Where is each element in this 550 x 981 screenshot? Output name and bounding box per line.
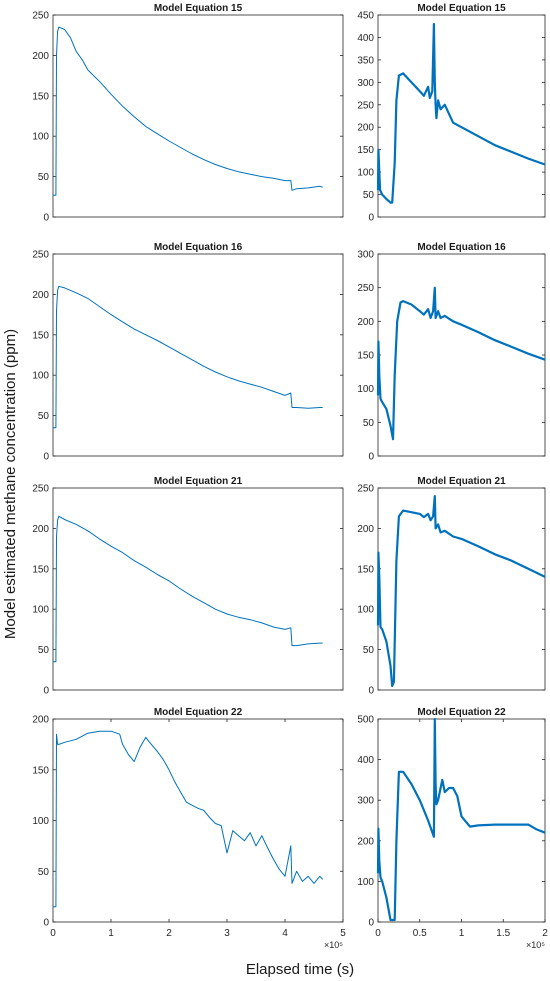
plot-frame (378, 15, 545, 217)
plot-frame (53, 719, 343, 922)
y-tick-label: 400 (357, 33, 374, 44)
panel-7: Model Equation 22 0 50 100 150 200 0 1 2 3 4 5×10⁵ (32, 707, 346, 950)
y-tick-label: 100 (357, 168, 374, 179)
y-tick-label: 450 (357, 11, 374, 22)
y-tick-label: 0 (43, 918, 49, 929)
y-tick-label: 250 (32, 11, 49, 22)
y-tick-label: 50 (38, 172, 50, 183)
y-tick-label: 200 (357, 836, 374, 847)
y-tick-label: 100 (357, 605, 374, 616)
y-tick-label: 250 (32, 484, 49, 495)
y-tick-label: 100 (32, 132, 49, 143)
chart-title: Model Equation 22 (154, 707, 243, 718)
x-exponent-label: ×10⁵ (526, 940, 545, 950)
y-tick-label: 0 (368, 686, 374, 697)
plot-frame (378, 254, 545, 456)
y-tick-label: 0 (368, 918, 374, 929)
x-tick-label: 4 (282, 928, 288, 939)
x-tick-label: 0 (50, 928, 56, 939)
y-tick-label: 50 (38, 867, 50, 878)
panel-3: Model Equation 16 0 50 100 150 200 250 (32, 242, 343, 463)
y-tick-label: 200 (357, 524, 374, 535)
y-tick-label: 200 (32, 524, 49, 535)
chart-title: Model Equation 22 (417, 707, 506, 718)
y-tick-label: 150 (32, 330, 49, 341)
y-tick-label: 150 (32, 564, 49, 575)
panel-1: Model Equation 15 0 50 100 150 200 250 (32, 3, 343, 224)
x-tick-label: 1 (459, 928, 465, 939)
y-tick-label: 100 (357, 877, 374, 888)
y-tick-label: 300 (357, 78, 374, 89)
y-tick-label: 150 (357, 145, 374, 156)
y-tick-label: 200 (32, 715, 49, 726)
chart-title: Model Equation 15 (417, 3, 506, 14)
y-tick-label: 250 (357, 484, 374, 495)
y-tick-label: 400 (357, 755, 374, 766)
y-tick-label: 200 (32, 51, 49, 62)
y-tick-label: 500 (357, 715, 374, 726)
panel-6: Model Equation 21 0 50 100 150 200 250 (357, 476, 545, 697)
y-tick-label: 150 (357, 351, 374, 362)
y-tick-label: 100 (32, 605, 49, 616)
x-tick-label: 0 (375, 928, 381, 939)
y-tick-label: 300 (357, 250, 374, 261)
y-tick-label: 150 (357, 564, 374, 575)
x-tick-label: 3 (224, 928, 230, 939)
plot-frame (53, 254, 343, 456)
plot-frame (53, 15, 343, 217)
y-tick-label: 50 (363, 190, 375, 201)
x-axis-label: Elapsed time (s) (246, 961, 354, 978)
y-tick-label: 100 (32, 816, 49, 827)
plot-frame (53, 488, 343, 690)
y-tick-label: 300 (357, 796, 374, 807)
x-tick-label: 5 (340, 928, 346, 939)
chart-title: Model Equation 21 (154, 476, 243, 487)
y-tick-label: 250 (32, 250, 49, 261)
y-tick-label: 250 (357, 283, 374, 294)
y-tick-label: 200 (357, 123, 374, 134)
y-tick-label: 150 (32, 91, 49, 102)
y-tick-label: 0 (43, 452, 49, 463)
y-tick-label: 100 (357, 384, 374, 395)
plot-frame (378, 488, 545, 690)
y-tick-label: 0 (368, 213, 374, 224)
y-tick-label: 50 (38, 645, 50, 656)
y-tick-label: 0 (368, 452, 374, 463)
y-tick-label: 50 (38, 411, 50, 422)
panel-8: Model Equation 22 0 100 200 300 400 500 0 0.5 1 1.… (357, 707, 548, 950)
x-exponent-label: ×10⁵ (324, 940, 343, 950)
x-tick-label: 1 (108, 928, 114, 939)
y-tick-label: 50 (363, 645, 375, 656)
panel-2: Model Equation 15 0 50 100 150 200 250 300 350 40… (357, 3, 545, 224)
y-tick-label: 50 (363, 418, 375, 429)
y-tick-label: 0 (43, 686, 49, 697)
plot-frame (378, 719, 545, 922)
y-tick-label: 200 (357, 317, 374, 328)
x-tick-label: 1.5 (496, 928, 510, 939)
x-tick-label: 2 (542, 928, 548, 939)
y-tick-label: 350 (357, 55, 374, 66)
y-tick-label: 250 (357, 100, 374, 111)
y-tick-label: 0 (43, 213, 49, 224)
panel-5: Model Equation 21 0 50 100 150 200 250 (32, 476, 343, 697)
y-tick-label: 100 (32, 371, 49, 382)
chart-title: Model Equation 16 (417, 242, 506, 253)
chart-title: Model Equation 15 (154, 3, 243, 14)
chart-title: Model Equation 16 (154, 242, 243, 253)
x-tick-label: 0.5 (413, 928, 427, 939)
panel-4: Model Equation 16 0 50 100 150 200 250 300 (357, 242, 545, 463)
x-tick-label: 2 (166, 928, 172, 939)
chart-title: Model Equation 21 (417, 476, 506, 487)
y-tick-label: 150 (32, 765, 49, 776)
y-axis-label: Model estimated methane concentration (p… (2, 329, 19, 639)
y-tick-label: 200 (32, 290, 49, 301)
